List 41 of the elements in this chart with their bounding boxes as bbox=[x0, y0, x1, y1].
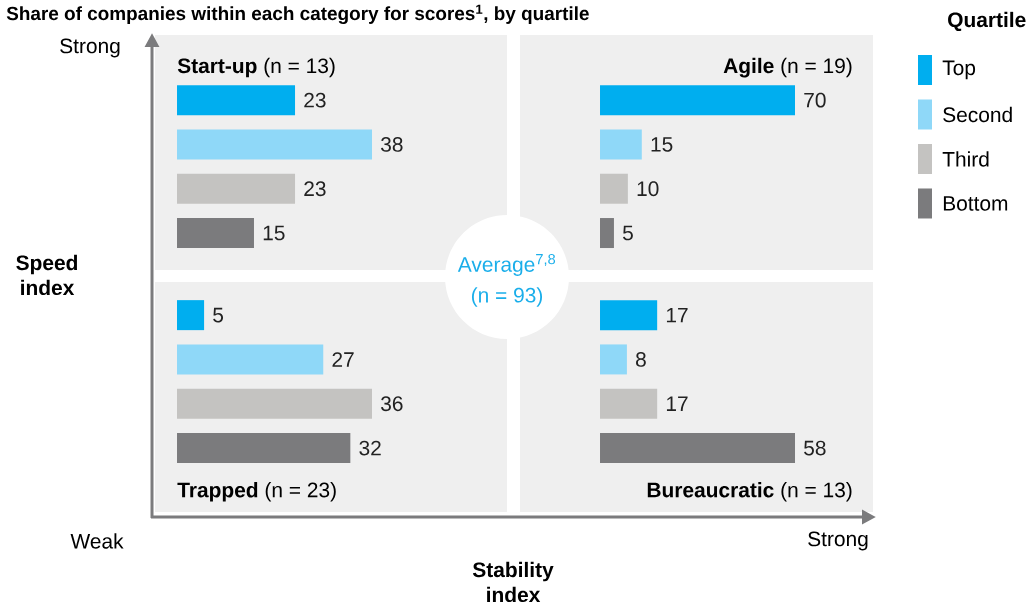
chart-title: Agile (n = 19) bbox=[723, 57, 852, 78]
bar bbox=[600, 85, 795, 116]
bar bbox=[177, 433, 351, 464]
data-label: 38 bbox=[381, 137, 403, 152]
data-label: 8 bbox=[636, 352, 646, 367]
bar bbox=[177, 388, 373, 419]
text: Trapped (n = 23) bbox=[177, 482, 336, 502]
text: Average$^{7,8}$ bbox=[457, 253, 556, 277]
text: (n = 93) bbox=[471, 287, 543, 307]
data-label: 58 bbox=[804, 440, 826, 456]
data-label: 17 bbox=[666, 396, 688, 411]
data-label: 27 bbox=[332, 352, 354, 367]
data-label: 5 bbox=[622, 225, 633, 241]
bar bbox=[600, 218, 614, 249]
text: Speed index bbox=[16, 254, 78, 296]
text: Weak bbox=[70, 533, 124, 549]
text: Bureaucratic (n = 13) bbox=[647, 482, 852, 502]
text: Stability index bbox=[472, 561, 554, 603]
chart-title: Start-up (n = 13) bbox=[177, 57, 335, 78]
text: Top bbox=[942, 60, 976, 80]
text: Bottom bbox=[943, 196, 1008, 211]
data-label: 15 bbox=[651, 137, 673, 152]
data-label: 5 bbox=[213, 307, 224, 323]
text: Share of companies within each category for scores$^{1}$, by quartile bbox=[6, 4, 589, 24]
bar bbox=[177, 344, 324, 375]
text: Third bbox=[942, 151, 989, 167]
data-label: 15 bbox=[263, 225, 285, 241]
data-label: 10 bbox=[637, 181, 659, 197]
bar bbox=[600, 129, 642, 160]
data-label: 36 bbox=[381, 396, 403, 412]
bar bbox=[600, 173, 628, 204]
text: Quartile bbox=[948, 11, 1026, 32]
text: Second bbox=[943, 106, 1012, 123]
data-label: 23 bbox=[304, 92, 326, 108]
bar bbox=[177, 300, 205, 331]
data-label: 32 bbox=[359, 440, 381, 456]
text: Strong bbox=[808, 531, 868, 551]
text: Strong bbox=[60, 38, 120, 58]
data-label: 70 bbox=[804, 92, 826, 108]
data-label: 23 bbox=[304, 181, 326, 197]
data-label: 17 bbox=[666, 307, 688, 323]
